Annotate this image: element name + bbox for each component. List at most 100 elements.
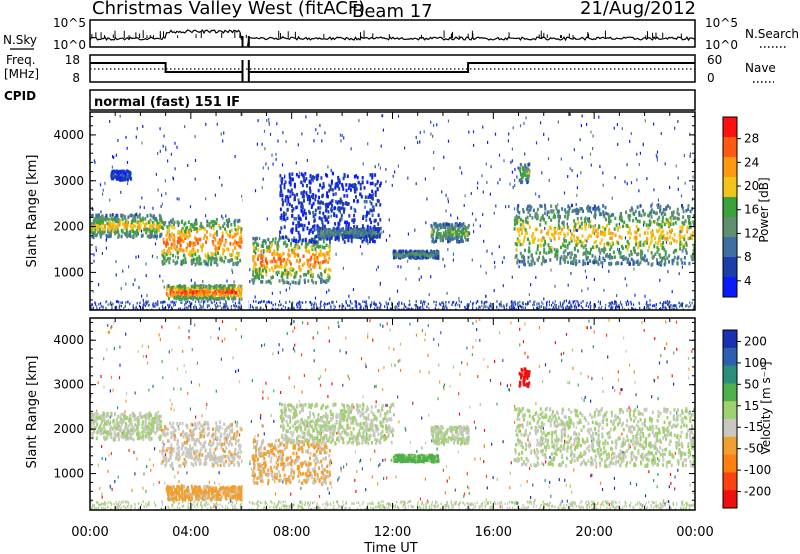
scatter-point [289,300,291,303]
region-cell [604,247,607,252]
region-cell [252,273,254,277]
region-cell [359,182,362,187]
scatter-point [90,307,92,310]
region-cell [328,202,330,206]
region-cell [288,260,291,264]
region-cell [194,252,197,257]
scatter-point [680,303,682,307]
scatter-point [311,307,313,310]
region-cell [292,221,295,226]
scatter-point [359,303,361,306]
region-cell [183,287,186,291]
scatter-point [406,307,408,310]
scatter-point [127,182,129,186]
region-cell [184,236,187,240]
scatter-point [644,119,646,123]
scatter-point [675,306,677,310]
scatter-point [249,306,252,309]
scatter-point [443,303,445,306]
region-cell [367,233,370,238]
scatter-point [91,303,93,306]
scatter-point [549,308,551,310]
scatter-point [445,301,447,304]
region-cell [164,221,167,225]
scatter-point [513,207,516,211]
region-cell [252,281,255,285]
region-cell [318,226,321,231]
region-cell [239,288,242,293]
region-cell [433,255,436,260]
region-cell [323,215,326,219]
region-cell [585,257,588,261]
region-cell [369,217,372,222]
region-cell [106,221,109,226]
region-cell [458,234,461,239]
region-cell [600,260,603,265]
scatter-point [135,305,137,309]
region-cell [204,295,207,299]
region-cell [229,258,232,262]
region-cell [262,266,265,270]
region-cell [407,252,410,257]
region-cell [223,290,226,294]
region-cell [578,209,581,213]
region-cell [176,251,179,255]
region-cell [320,176,323,180]
scatter-point [409,308,411,310]
scatter-point [252,306,255,310]
region-cell [122,222,124,226]
region-cell [127,170,130,175]
region-cell [661,215,664,220]
scatter-point [530,283,532,287]
region-cell [229,284,231,288]
region-cell [590,247,592,252]
region-cell [220,296,223,301]
region-cell [300,201,303,205]
region-cell [521,231,523,236]
region-cell [102,217,105,222]
region-cell [379,183,382,188]
region-cell [138,215,141,219]
region-cell [291,177,294,181]
region-cell [579,224,581,229]
region-cell [239,236,242,240]
region-cell [312,262,315,267]
region-cell [343,210,345,214]
scatter-point [328,183,330,187]
region-cell [617,261,620,266]
scatter-point [389,234,391,238]
station-title: Christmas Valley West (fitACF) [92,0,365,19]
region-cell [189,254,192,258]
scatter-point [292,306,294,309]
scatter-point [509,182,511,186]
region-cell [320,200,323,204]
region-cell [329,232,332,237]
region-cell [363,237,366,242]
region-cell [277,253,280,258]
region-cell [692,257,695,261]
scatter-point [394,170,396,174]
region-cell [161,262,164,266]
region-cell [106,217,109,221]
region-cell [564,208,567,212]
region-cell [521,242,524,246]
region-cell [239,245,242,249]
scatter-point [194,158,197,162]
region-cell [222,288,225,293]
region-cell [627,215,630,220]
region-cell [201,243,204,247]
region-cell [450,224,453,229]
scatter-point [300,301,302,304]
region-cell [353,224,356,229]
scatter-point [119,304,121,307]
region-cell [288,254,291,258]
region-cell [457,240,460,244]
region-cell [328,248,331,252]
scatter-point [176,197,178,201]
scatter-point [602,171,604,175]
region-cell [326,202,329,207]
scatter-point [117,300,119,303]
scatter-point [339,210,341,214]
scatter-point [159,149,161,153]
region-cell [223,221,226,226]
